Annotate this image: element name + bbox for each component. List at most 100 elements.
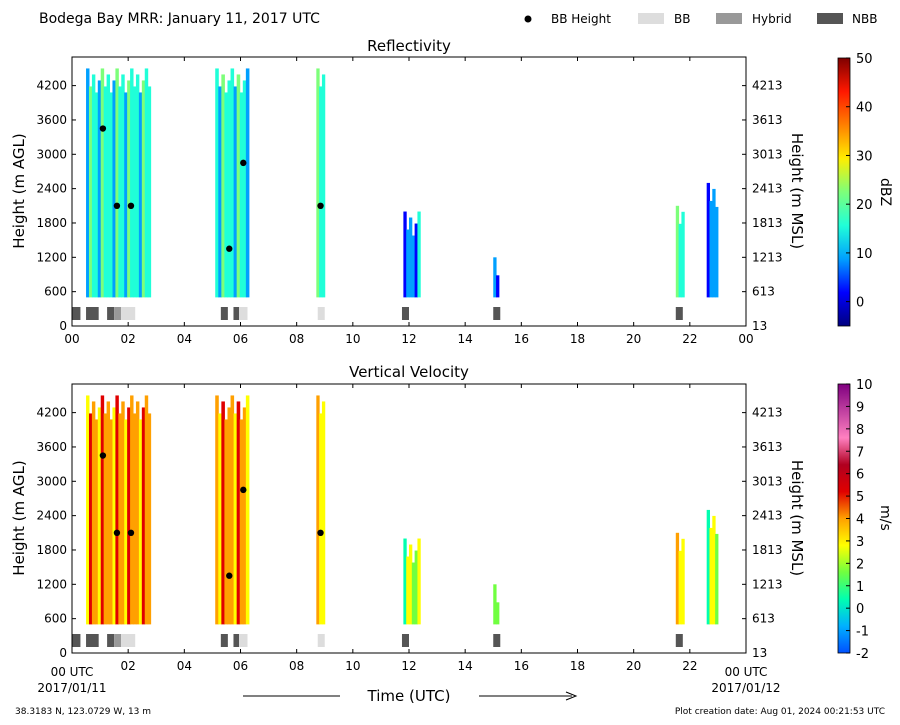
colorbar-tick-label: 0 [856, 296, 864, 311]
y-tick-label: 1800 [36, 543, 67, 557]
data-cell [227, 80, 232, 298]
x-tick-label: 16 [514, 659, 529, 673]
bb-height-point [99, 125, 107, 132]
bb-height-point [127, 529, 135, 537]
y-tick-label: 3000 [36, 147, 67, 161]
legend-box-bb [638, 13, 664, 24]
y-axis-label-right: Height (m MSL) [788, 133, 806, 249]
data-cell [133, 413, 137, 625]
colorbar-tick-label: 10 [856, 247, 873, 262]
bb-type-marker [233, 634, 240, 647]
vertical-velocity-panel: Vertical Velocity 0600120018002400300036… [10, 363, 893, 673]
y-tick-label-right: 613 [752, 285, 775, 299]
data-cell [115, 395, 119, 625]
data-cell [218, 413, 222, 625]
data-cell [239, 92, 244, 298]
data-cell [118, 86, 122, 298]
data-cell [112, 80, 116, 298]
data-cell [133, 86, 137, 298]
y-tick-label: 1200 [36, 250, 67, 264]
data-cell [233, 86, 238, 298]
data-cell [147, 413, 152, 625]
y-tick-label: 4200 [36, 406, 67, 420]
colorbar-tick-label: 4 [856, 513, 864, 528]
reflectivity-data [72, 68, 719, 320]
x-tick-label: 14 [458, 659, 473, 673]
colorbar-label: m/s [877, 505, 893, 531]
x-tick-label: 02 [121, 332, 136, 346]
colorbar-tick-label: -2 [856, 647, 869, 662]
bb-type-marker [233, 307, 240, 320]
data-cell [316, 395, 320, 625]
data-cell [109, 92, 113, 298]
data-cell [115, 68, 119, 298]
data-cell [121, 74, 125, 298]
data-cell [218, 86, 222, 298]
data-cell [411, 562, 416, 625]
colorbar-label: dBZ [877, 178, 893, 206]
colorbar-tick-label: 2 [856, 557, 864, 572]
bb-type-marker [86, 634, 99, 647]
colorbar-ticks: -2 -1 0 1 2 3 4 5 6 7 8 9 10 [846, 378, 873, 662]
bb-type-marker [675, 307, 683, 320]
data-cell [215, 395, 219, 625]
data-cell [709, 527, 713, 625]
data-cell [715, 206, 719, 298]
colorbar-tick-label: 8 [856, 423, 864, 438]
x-tick-label: 22 [682, 332, 697, 346]
bb-height-point [226, 572, 233, 579]
y-tick-label: 600 [44, 285, 67, 299]
data-cell [147, 86, 152, 298]
y-axis-label-right: Height (m MSL) [788, 460, 806, 576]
colorbar-tick-label: -1 [856, 625, 869, 640]
data-cell [144, 395, 149, 625]
x-tick-label: 14 [458, 332, 473, 346]
data-cell [409, 217, 413, 298]
data-cell [678, 223, 682, 298]
y-tick-label-right: 3013 [752, 474, 783, 488]
legend-dot-marker [524, 15, 532, 23]
y-axis-right: 13 613 1213 1813 2413 3013 3613 4213 [742, 79, 783, 333]
data-cell [403, 538, 407, 625]
data-cell [144, 68, 149, 298]
data-cell [230, 68, 235, 298]
data-cell [712, 188, 716, 298]
data-cell [97, 80, 102, 298]
x-tick-label: 04 [177, 332, 192, 346]
panel-title: Vertical Velocity [349, 363, 469, 381]
panel-title: Reflectivity [367, 37, 451, 55]
data-cell [135, 74, 140, 298]
y-axis-label: Height (m AGL) [10, 133, 28, 248]
colorbar-tick-label: 50 [856, 52, 873, 67]
bb-type-marker [317, 634, 325, 647]
data-cell [403, 211, 407, 298]
data-cell [414, 223, 418, 298]
y-tick-label-right: 1813 [752, 543, 783, 557]
bb-type-marker [72, 634, 81, 647]
colorbar-tick-label: 10 [856, 378, 873, 393]
bb-type-marker [121, 307, 136, 320]
y-axis-left: 0 600 1200 1800 2400 3000 3600 4200 [36, 406, 76, 660]
x-start-date: 2017/01/11 [37, 681, 106, 695]
data-cell [141, 407, 146, 625]
data-cell [118, 413, 122, 625]
x-tick-label: 00 [738, 332, 753, 346]
creation-date-text: Plot creation date: Aug 01, 2024 00:21:5… [675, 707, 885, 717]
data-cell [138, 92, 143, 298]
data-cell [224, 419, 228, 625]
colorbar-tick-label: 5 [856, 490, 864, 505]
bb-type-marker [401, 307, 409, 320]
x-tick-label: 20 [626, 332, 641, 346]
colorbar-tick-label: 6 [856, 468, 864, 483]
y-tick-label: 2400 [36, 509, 67, 523]
data-cell [233, 413, 238, 625]
y-tick-label-right: 13 [752, 646, 767, 660]
bb-height-point [240, 159, 247, 167]
bb-type-marker [114, 634, 122, 647]
data-cell [316, 68, 320, 298]
data-cell [493, 584, 497, 625]
colorbar-tick-label: 7 [856, 445, 864, 460]
data-cell [496, 602, 500, 625]
x-tick-label: 12 [401, 332, 416, 346]
data-cell [496, 275, 500, 298]
